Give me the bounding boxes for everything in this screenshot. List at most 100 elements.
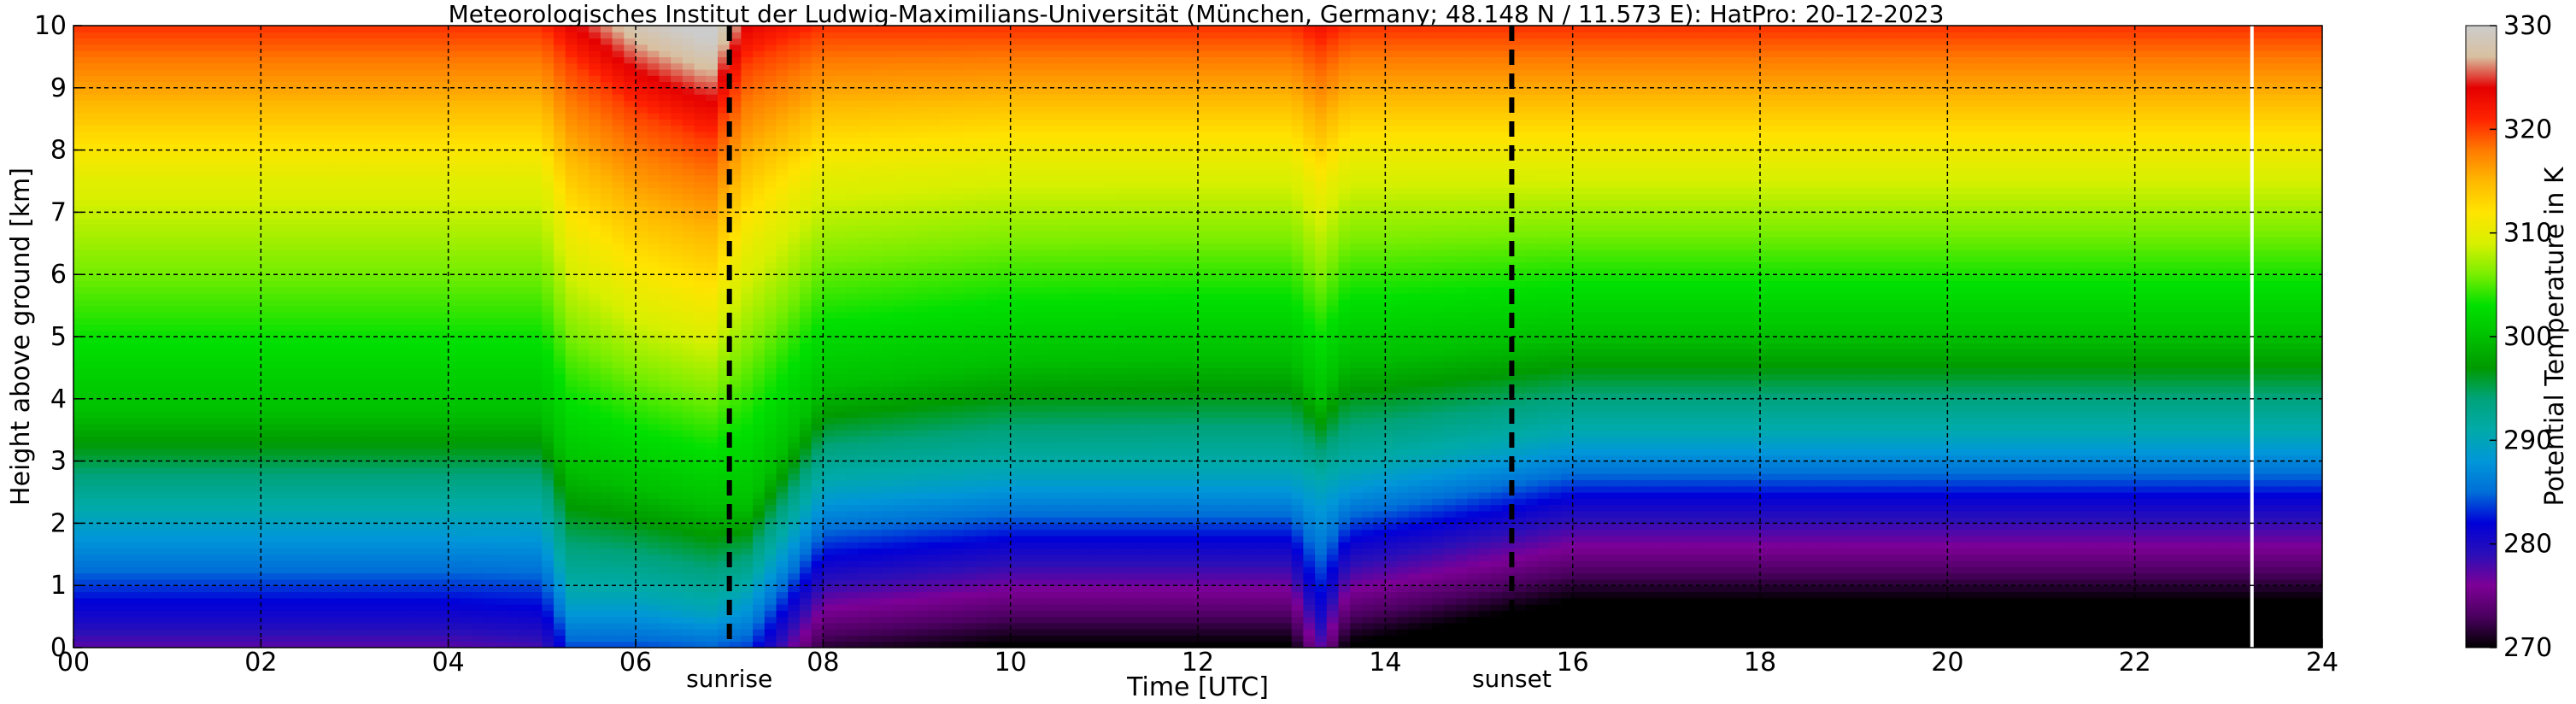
heatmap-cell — [530, 373, 543, 381]
heatmap-cell — [425, 81, 437, 89]
heatmap-cell — [589, 367, 601, 375]
heatmap-cell — [530, 498, 543, 506]
heatmap-cell — [343, 267, 355, 275]
heatmap-cell — [460, 610, 472, 618]
heatmap-cell — [378, 26, 390, 32]
heatmap-cell — [554, 81, 566, 89]
heatmap-cell — [273, 119, 285, 126]
heatmap-cell — [530, 622, 543, 630]
heatmap-cell — [120, 87, 133, 95]
heatmap-cell — [624, 560, 637, 567]
heatmap-cell — [425, 243, 437, 250]
heatmap-cell — [448, 622, 461, 630]
heatmap-cell — [355, 206, 367, 213]
heatmap-cell — [448, 641, 461, 648]
heatmap-cell — [331, 26, 343, 32]
heatmap-cell — [319, 535, 332, 543]
heatmap-cell — [237, 386, 250, 394]
heatmap-cell — [97, 355, 109, 362]
heatmap-cell — [565, 249, 578, 256]
heatmap-cell — [378, 330, 390, 337]
heatmap-cell — [542, 616, 555, 624]
heatmap-cell — [355, 261, 367, 269]
heatmap-cell — [413, 168, 425, 176]
heatmap-cell — [226, 622, 238, 630]
heatmap-cell — [284, 417, 297, 425]
heatmap-cell — [530, 106, 543, 114]
heatmap-cell — [355, 125, 367, 132]
heatmap-cell — [448, 417, 461, 425]
heatmap-cell — [296, 87, 308, 95]
heatmap-cell — [390, 461, 402, 468]
heatmap-cell — [448, 473, 461, 481]
heatmap-cell — [202, 181, 215, 188]
heatmap-cell — [319, 106, 332, 114]
heatmap-cell — [284, 44, 297, 51]
heatmap-cell — [237, 112, 250, 120]
heatmap-cell — [577, 529, 590, 537]
heatmap-cell — [237, 585, 250, 593]
heatmap-cell — [577, 231, 590, 238]
heatmap-cell — [284, 75, 297, 83]
heatmap-cell — [425, 449, 437, 455]
heatmap-cell — [612, 324, 625, 331]
heatmap-cell — [343, 485, 355, 493]
heatmap-cell — [191, 150, 203, 157]
heatmap-cell — [577, 206, 590, 213]
heatmap-cell — [413, 572, 425, 580]
heatmap-cell — [237, 578, 250, 586]
heatmap-cell — [237, 255, 250, 263]
heatmap-cell — [542, 566, 555, 574]
heatmap-cell — [542, 162, 555, 170]
heatmap-cell — [436, 125, 449, 132]
heatmap-cell — [167, 330, 179, 337]
heatmap-cell — [530, 75, 543, 83]
heatmap-cell — [366, 430, 379, 437]
heatmap-cell — [518, 629, 531, 637]
heatmap-cell — [647, 367, 660, 375]
heatmap-cell — [296, 373, 308, 381]
heatmap-cell — [355, 218, 367, 226]
heatmap-cell — [155, 26, 168, 32]
heatmap-cell — [495, 455, 508, 462]
heatmap-cell — [530, 355, 543, 362]
heatmap-cell — [343, 174, 355, 182]
heatmap-cell — [542, 318, 555, 326]
heatmap-cell — [401, 218, 414, 226]
heatmap-cell — [448, 361, 461, 368]
heatmap-cell — [284, 81, 297, 89]
heatmap-cell — [261, 610, 273, 618]
heatmap-cell — [378, 436, 390, 443]
heatmap-cell — [132, 386, 144, 394]
heatmap-cell — [448, 255, 461, 263]
heatmap-cell — [600, 423, 613, 431]
heatmap-cell — [226, 535, 238, 543]
chart-title: Meteorologisches Institut der Ludwig-Max… — [449, 0, 1945, 28]
heatmap-cell — [448, 155, 461, 163]
heatmap-cell — [624, 622, 637, 630]
heatmap-cell — [472, 62, 484, 70]
heatmap-cell — [565, 554, 578, 561]
heatmap-cell — [636, 330, 648, 337]
heatmap-cell — [542, 373, 555, 381]
heatmap-cell — [518, 75, 531, 83]
heatmap-cell — [425, 62, 437, 70]
heatmap-cell — [179, 554, 191, 561]
heatmap-cell — [120, 629, 133, 637]
heatmap-cell — [390, 68, 402, 76]
heatmap-cell — [343, 591, 355, 599]
heatmap-cell — [167, 498, 179, 506]
heatmap-cell — [413, 411, 425, 419]
heatmap-cell — [202, 305, 215, 313]
heatmap-cell — [97, 231, 109, 238]
heatmap-cell — [343, 635, 355, 642]
heatmap-cell — [636, 398, 648, 406]
heatmap-cell — [425, 318, 437, 326]
heatmap-cell — [636, 411, 648, 419]
heatmap-cell — [237, 466, 250, 474]
heatmap-cell — [109, 473, 121, 481]
heatmap-cell — [472, 622, 484, 630]
heatmap-cell — [589, 138, 601, 144]
heatmap-cell — [319, 274, 332, 282]
heatmap-cell — [249, 398, 261, 406]
